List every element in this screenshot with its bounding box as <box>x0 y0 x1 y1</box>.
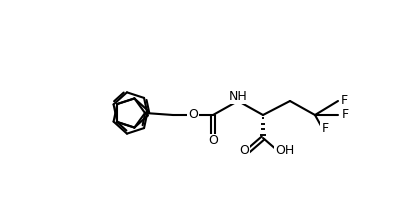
Text: OH: OH <box>276 145 295 157</box>
Text: O: O <box>188 109 198 121</box>
Text: F: F <box>322 121 328 135</box>
Text: O: O <box>208 135 218 147</box>
Text: F: F <box>341 109 349 121</box>
Text: F: F <box>341 94 347 108</box>
Text: NH: NH <box>229 89 247 103</box>
Text: O: O <box>239 145 249 157</box>
